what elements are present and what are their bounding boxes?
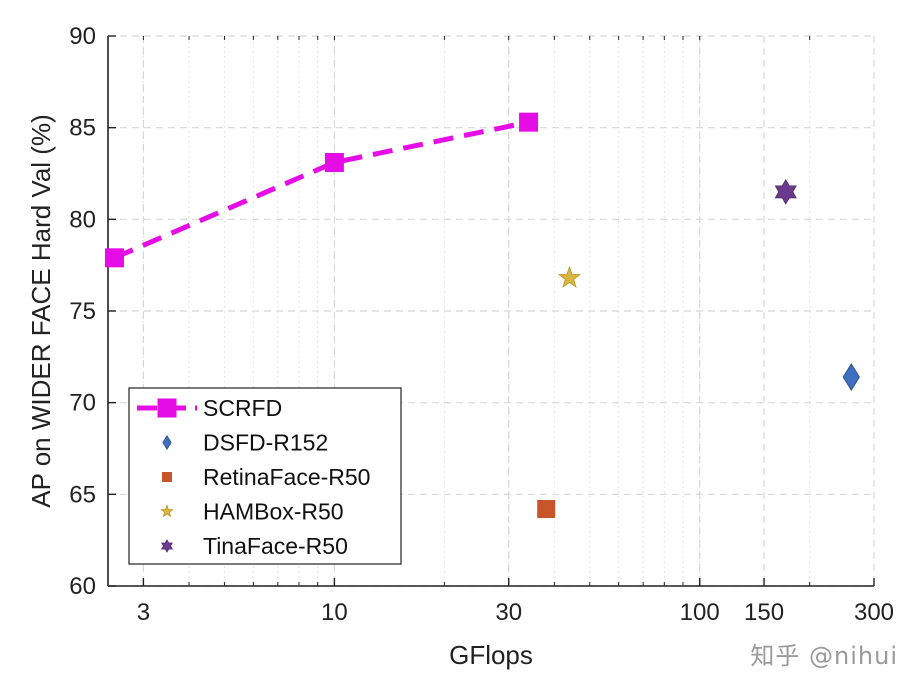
y-tick-label-85: 85 [69, 115, 96, 142]
series-layer [104, 112, 860, 518]
legend-marker-retinaface-r50 [162, 472, 172, 482]
data-point-retinaface-r50-0 [537, 500, 556, 518]
axes: 3 10 30 100 150 300 60 65 70 75 80 85 90 [69, 23, 894, 626]
x-axis-label: GFlops [449, 640, 533, 670]
grid [108, 35, 875, 587]
series-dsfd-r152 [842, 363, 860, 391]
legend-marker-tinaface-r50 [161, 539, 173, 553]
data-point-hambox-r50-0 [557, 265, 582, 288]
legend-label-dsfd-r152: DSFD-R152 [203, 430, 328, 456]
legend: SCRFD DSFD-R152 RetinaFace-R50 HAMBox-R50 Ti… [128, 387, 402, 565]
y-tick-label-70: 70 [69, 390, 96, 417]
data-point-scrfd-1 [324, 153, 344, 172]
series-retinaface-r50 [537, 500, 556, 518]
x-tick-label-300: 300 [854, 599, 894, 626]
y-tick-label-60: 60 [69, 573, 96, 600]
legend-marker-scrfd [157, 398, 177, 418]
x-tick-label-3: 3 [137, 599, 150, 626]
data-point-scrfd-0 [104, 248, 124, 268]
x-tick-label-150: 150 [744, 599, 784, 626]
x-tick-label-30: 30 [495, 599, 522, 626]
legend-label-retinaface-r50: RetinaFace-R50 [203, 464, 370, 490]
series-scrfd [104, 112, 539, 268]
series-hambox-r50 [557, 265, 582, 288]
legend-marker-hambox-r50 [160, 504, 174, 518]
y-tick-label-75: 75 [69, 298, 96, 325]
y-tick-label-65: 65 [69, 481, 96, 508]
y-tick-label-90: 90 [69, 23, 96, 50]
data-point-scrfd-2 [519, 112, 539, 132]
legend-marker-dsfd-r152 [162, 435, 172, 450]
legend-label-hambox-r50: HAMBox-R50 [203, 499, 344, 525]
y-axis-label: AP on WIDER FACE Hard Val (%) [26, 114, 56, 507]
data-point-tinaface-r50-0 [774, 179, 797, 205]
series-line-scrfd [113, 119, 530, 261]
y-tick-label-80: 80 [69, 206, 96, 233]
x-tick-label-10: 10 [321, 599, 348, 626]
legend-label-tinaface-r50: TinaFace-R50 [203, 533, 348, 559]
x-tick-label-100: 100 [680, 599, 720, 626]
data-point-dsfd-r152-0 [842, 363, 860, 391]
watermark: 知乎 @nihui [750, 642, 898, 670]
series-tinaface-r50 [774, 179, 797, 205]
legend-label-scrfd: SCRFD [203, 395, 282, 421]
